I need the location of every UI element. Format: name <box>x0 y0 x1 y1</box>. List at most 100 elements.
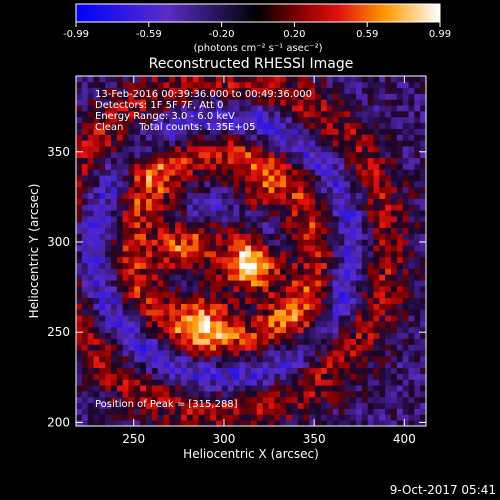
image-pixel <box>268 361 275 369</box>
image-pixel <box>385 297 392 304</box>
image-pixel <box>391 274 398 281</box>
image-pixel <box>309 105 316 112</box>
image-pixel <box>251 414 258 421</box>
image-pixel <box>344 256 351 264</box>
image-pixel <box>227 367 234 374</box>
image-pixel <box>356 111 363 118</box>
image-pixel <box>379 367 386 374</box>
image-pixel <box>356 99 363 106</box>
image-pixel <box>286 111 293 118</box>
image-pixel <box>338 163 345 170</box>
image-pixel <box>122 356 129 363</box>
image-pixel <box>204 315 211 322</box>
image-pixel <box>408 321 415 328</box>
image-pixel <box>373 402 380 409</box>
image-pixel <box>146 146 153 153</box>
image-pixel <box>280 280 287 287</box>
image-pixel <box>163 239 170 246</box>
image-pixel <box>297 338 304 345</box>
image-pixel <box>93 76 100 83</box>
image-pixel <box>81 321 89 328</box>
image-pixel <box>326 361 334 369</box>
image-pixel <box>233 262 240 269</box>
image-pixel <box>181 76 188 83</box>
image-pixel <box>210 81 217 89</box>
image-pixel <box>186 140 194 147</box>
image-pixel <box>186 361 194 369</box>
image-pixel <box>210 204 217 211</box>
image-pixel <box>210 87 217 94</box>
image-pixel <box>309 268 316 275</box>
image-pixel <box>239 356 246 363</box>
image-pixel <box>286 297 293 304</box>
image-pixel <box>268 251 275 258</box>
image-pixel <box>361 146 369 153</box>
image-pixel <box>227 105 234 112</box>
image-pixel <box>280 140 287 147</box>
image-pixel <box>169 321 176 328</box>
image-pixel <box>256 303 264 310</box>
image-pixel <box>233 169 240 176</box>
image-pixel <box>186 76 194 83</box>
image-pixel <box>280 367 287 374</box>
image-pixel <box>210 379 217 386</box>
image-pixel <box>286 361 293 369</box>
image-pixel <box>367 122 374 129</box>
image-pixel <box>105 280 112 287</box>
image-pixel <box>122 181 129 188</box>
image-pixel <box>175 76 182 83</box>
image-pixel <box>251 111 258 118</box>
image-pixel <box>332 111 339 118</box>
image-pixel <box>239 367 246 374</box>
image-pixel <box>332 385 339 392</box>
image-pixel <box>286 396 293 404</box>
image-pixel <box>297 414 304 421</box>
image-pixel <box>245 321 252 328</box>
image-pixel <box>262 414 269 421</box>
image-pixel <box>233 227 240 234</box>
image-pixel <box>256 111 264 118</box>
image-pixel <box>140 175 147 182</box>
image-pixel <box>116 262 124 269</box>
image-pixel <box>385 373 392 380</box>
image-pixel <box>146 175 153 182</box>
image-pixel <box>274 379 281 386</box>
image-pixel <box>274 291 281 299</box>
image-pixel <box>291 414 299 421</box>
image-pixel <box>396 186 404 194</box>
image-pixel <box>227 93 234 100</box>
image-pixel <box>181 291 188 299</box>
image-pixel <box>402 76 409 83</box>
peak-label: Position of Peak = [315,288] <box>95 399 238 410</box>
image-pixel <box>286 140 293 147</box>
image-pixel <box>128 274 135 281</box>
image-pixel <box>245 198 252 205</box>
image-pixel <box>116 134 124 141</box>
image-pixel <box>140 216 147 223</box>
image-pixel <box>396 227 404 234</box>
image-pixel <box>227 216 234 223</box>
image-pixel <box>408 396 415 404</box>
image-pixel <box>227 116 234 124</box>
image-pixel <box>309 420 316 426</box>
image-pixel <box>134 402 141 409</box>
image-pixel <box>385 350 392 357</box>
image-pixel <box>396 262 404 269</box>
image-pixel <box>391 385 398 392</box>
image-pixel <box>402 297 409 304</box>
image-pixel <box>151 268 159 275</box>
image-pixel <box>350 338 357 345</box>
image-pixel <box>262 286 269 293</box>
image-pixel <box>262 122 269 129</box>
image-pixel <box>373 198 380 205</box>
image-pixel <box>186 87 194 94</box>
image-pixel <box>268 303 275 310</box>
image-pixel <box>309 140 316 147</box>
image-pixel <box>297 326 304 334</box>
image-pixel <box>338 105 345 112</box>
image-pixel <box>163 181 170 188</box>
image-pixel <box>81 122 89 129</box>
image-pixel <box>256 105 264 112</box>
image-pixel <box>81 221 89 229</box>
image-pixel <box>303 303 310 310</box>
